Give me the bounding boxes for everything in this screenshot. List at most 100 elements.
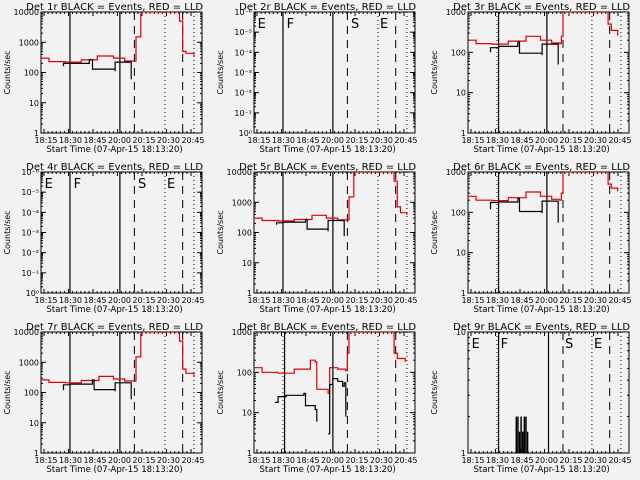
x-tick-label: 20:30 (370, 296, 393, 305)
x-tick-label: 18:30 (272, 456, 295, 465)
y-tick-label: 10000 (14, 8, 39, 17)
x-tick-label: 18:15 (461, 296, 484, 305)
x-tick-label: 18:15 (247, 296, 270, 305)
x-tick-label: 18:45 (83, 136, 106, 145)
y-tick-label: 1000 (19, 38, 39, 47)
x-tick-label: 18:15 (461, 456, 484, 465)
panel-title: Det 9r BLACK = Events, RED = LLD (453, 322, 630, 333)
x-tick-label: 18:45 (296, 136, 319, 145)
detector-panel-1: Det 1r BLACK = Events, RED = LLD 1 10 100 10… (3, 2, 205, 155)
series-events-2 (328, 378, 347, 435)
x-tick-label: 20:30 (157, 456, 180, 465)
x-tick-label: 20:15 (132, 456, 155, 465)
panel-title: Det 8r BLACK = Events, RED = LLD (239, 322, 416, 333)
x-tick-label: 18:15 (34, 296, 57, 305)
x-tick-label: 18:30 (486, 296, 509, 305)
y-tick-label: 10⁻¹ (234, 109, 252, 118)
y-tick-label: 10⁻² (234, 89, 252, 98)
x-tick-label: 20:15 (132, 296, 155, 305)
y-tick-label: 10⁻³ (21, 229, 39, 238)
y-tick-label: 10⁻⁴ (234, 48, 252, 57)
y-tick-label: 10000 (14, 328, 39, 337)
x-tick-label: 20:45 (394, 136, 417, 145)
phase-label: F (501, 337, 508, 352)
x-tick-label: 18:30 (59, 296, 82, 305)
y-tick-label: 1 (461, 289, 466, 298)
y-tick-label: 1 (247, 289, 252, 298)
x-tick-label: 20:30 (584, 456, 607, 465)
plot-frame (253, 331, 416, 454)
x-tick-label: 20:45 (181, 136, 204, 145)
plot-frame (253, 11, 416, 134)
y-tick-label: 10⁻⁴ (21, 208, 39, 217)
plot-frame (467, 171, 630, 294)
series-events (62, 59, 132, 80)
phase-label: S (351, 17, 359, 32)
x-axis-label: Start Time (07-Apr-15 18:13:20) (260, 465, 396, 475)
y-tick-label: 100 (237, 229, 252, 238)
x-tick-label: 20:15 (132, 136, 155, 145)
x-tick-label: 18:15 (34, 136, 57, 145)
series-lld (41, 332, 195, 384)
x-tick-label: 20:00 (321, 136, 344, 145)
x-axis-label: Start Time (07-Apr-15 18:13:20) (260, 305, 396, 315)
plot-frame (40, 171, 203, 294)
y-tick-label: 100 (451, 48, 466, 57)
phase-label: S (138, 177, 146, 192)
series-lld (254, 172, 408, 222)
x-axis-label: Start Time (07-Apr-15 18:13:20) (47, 305, 183, 315)
detector-panel-2: Det 2r BLACK = Events, RED = LLD 10⁰ 10⁻¹ 1… (216, 2, 418, 155)
y-tick-label: 1000 (446, 168, 466, 177)
panel-title: Det 1r BLACK = Events, RED = LLD (26, 2, 203, 13)
y-tick-label: 1 (247, 449, 252, 458)
x-tick-label: 20:45 (608, 456, 631, 465)
panel-title: Det 4r BLACK = Events, RED = LLD (26, 162, 203, 173)
x-tick-label: 20:15 (559, 136, 582, 145)
x-tick-label: 20:30 (157, 136, 180, 145)
y-tick-label: 10⁻³ (234, 69, 252, 78)
y-axis-label: Counts/sec (216, 210, 225, 254)
series-lld (41, 12, 195, 63)
detector-panel-6: Det 6r BLACK = Events, RED = LLD 1 10 100 10… (430, 162, 632, 315)
plot-frame (253, 171, 416, 294)
x-tick-label: 18:30 (486, 456, 509, 465)
x-tick-label: 18:30 (59, 136, 82, 145)
panel-title: Det 3r BLACK = Events, RED = LLD (453, 2, 630, 13)
phase-label: E (380, 17, 388, 32)
y-axis-label: Counts/sec (216, 370, 225, 414)
x-tick-label: 18:45 (83, 296, 106, 305)
y-axis-label: Counts/sec (430, 50, 439, 94)
x-tick-label: 20:30 (370, 456, 393, 465)
y-tick-label: 100 (24, 389, 39, 398)
x-tick-label: 18:15 (247, 456, 270, 465)
x-tick-label: 18:45 (296, 296, 319, 305)
series-lld (468, 12, 619, 45)
x-tick-label: 20:45 (394, 296, 417, 305)
detector-panel-4: Det 4r BLACK = Events, RED = LLD 10⁰ 10⁻¹ 1… (3, 162, 205, 315)
y-tick-label: 10 (242, 259, 252, 268)
x-tick-label: 20:00 (535, 456, 558, 465)
panel-title: Det 5r BLACK = Events, RED = LLD (239, 162, 416, 173)
y-tick-label: 100 (24, 69, 39, 78)
x-tick-label: 18:15 (461, 136, 484, 145)
panel-title: Det 7r BLACK = Events, RED = LLD (26, 322, 203, 333)
phase-label: E (258, 17, 266, 32)
y-tick-label: 10⁰ (26, 289, 39, 298)
y-tick-label: 10⁻⁵ (234, 28, 252, 37)
y-tick-label: 100 (237, 368, 252, 377)
phase-label: E (472, 337, 480, 352)
y-tick-label: 10⁻⁶ (21, 168, 39, 177)
y-tick-label: 10 (242, 409, 252, 418)
x-tick-label: 20:00 (535, 136, 558, 145)
x-axis-label: Start Time (07-Apr-15 18:13:20) (47, 145, 183, 155)
y-tick-label: 100 (451, 208, 466, 217)
series-events (62, 379, 132, 400)
y-axis-label: Counts/sec (430, 370, 439, 414)
detector-panel-9: Det 9r BLACK = Events, RED = LLD 1 10 18:15… (430, 322, 632, 475)
y-axis-label: Counts/sec (430, 210, 439, 254)
series-events (489, 197, 559, 223)
x-tick-label: 18:15 (247, 136, 270, 145)
x-tick-label: 20:45 (608, 136, 631, 145)
x-axis-label: Start Time (07-Apr-15 18:13:20) (474, 465, 610, 475)
y-tick-label: 10 (29, 99, 39, 108)
